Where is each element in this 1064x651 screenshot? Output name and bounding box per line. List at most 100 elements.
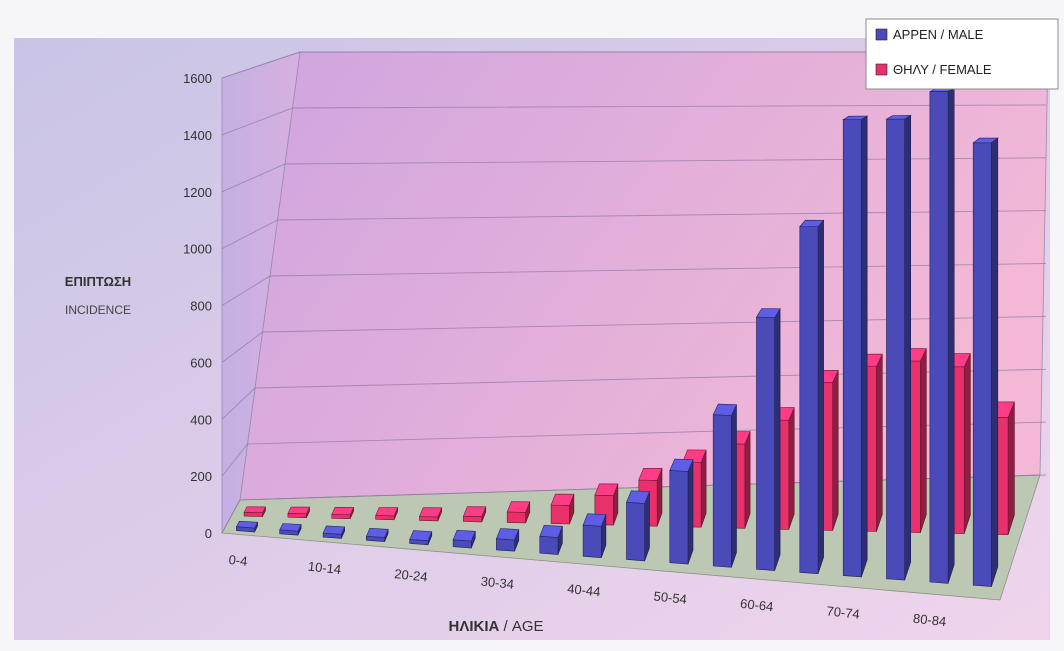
bar-top [409, 530, 433, 542]
bar-top [582, 513, 607, 527]
legend-label-female: ΘΗΛΥ / FEMALE [893, 62, 992, 77]
bar-female-10-14 [331, 506, 355, 520]
bar-male-40-44 [582, 513, 607, 559]
bar-front [799, 226, 819, 575]
bar-side [744, 431, 751, 529]
y-tick-label: 800 [190, 299, 212, 314]
y-tick-label: 0 [205, 526, 212, 541]
bar-male-25-29 [452, 529, 476, 549]
bar-side [861, 115, 868, 577]
bar-front [712, 414, 732, 568]
bar-front [669, 470, 689, 565]
bar-front [539, 535, 559, 555]
gridline [221, 104, 1047, 136]
bar-top [550, 493, 575, 506]
bar-top [885, 115, 912, 120]
bar-female-5-9 [287, 506, 311, 519]
bar-side [788, 407, 795, 530]
bar-top [365, 527, 389, 538]
gridline [221, 315, 1047, 363]
x-tick-label: 30-34 [480, 574, 515, 592]
bar-top [279, 523, 302, 532]
bar-front [506, 511, 526, 524]
bar-male-70-74 [842, 115, 869, 578]
bar-top [235, 520, 259, 529]
bar-male-10-14 [322, 525, 346, 539]
bar-male-55-59 [712, 403, 737, 568]
bar-side [687, 459, 694, 565]
bar-front [886, 118, 906, 581]
y-tick-label: 1600 [183, 71, 212, 86]
bar-top [287, 506, 311, 515]
bar-front [463, 515, 483, 523]
bar-female-30-34 [506, 501, 531, 524]
bar-side [1007, 401, 1015, 535]
bar-front [243, 511, 263, 517]
x-tick-label: 80-84 [912, 611, 947, 629]
x-tick-label: 20-24 [394, 566, 429, 584]
bar-female-25-29 [462, 506, 487, 523]
bar-top [331, 506, 355, 516]
bar-male-0-4 [235, 520, 259, 533]
bar-female-20-24 [419, 507, 443, 522]
y-tick-label: 600 [190, 355, 212, 370]
bar-top [419, 507, 443, 518]
y-axis-label-english: INCIDENCE [65, 303, 131, 317]
bar-top [539, 524, 563, 538]
bar-front [756, 316, 776, 571]
legend-swatch-male [875, 28, 888, 41]
bar-side [774, 307, 781, 571]
bar-top [495, 528, 520, 541]
y-tick-label: 400 [190, 412, 212, 427]
bar-top [712, 403, 737, 416]
bar-side [731, 404, 737, 568]
bar-side [991, 137, 999, 587]
bar-side [700, 449, 707, 528]
x-axis-label: ΗΛΙΚΙΑ / AGE [448, 618, 543, 635]
bar-front [550, 504, 570, 525]
bar-male-60-64 [755, 307, 781, 571]
bar-top [682, 449, 707, 463]
bar-top [755, 308, 781, 318]
bar-side [817, 219, 824, 574]
bar-front [419, 516, 439, 522]
bar-top [506, 501, 531, 513]
bar-male-80-84 [929, 87, 955, 584]
legend-swatch-female [875, 63, 888, 76]
bar-male-50-54 [669, 458, 694, 565]
bar-front [972, 142, 992, 587]
y-axis-label-greek: ΕΠΙΠΤΩΣΗ [65, 274, 131, 289]
gridline [221, 157, 1047, 193]
x-tick-label: 40-44 [567, 581, 602, 599]
bar-front [331, 514, 351, 520]
bar-female-0-4 [243, 506, 266, 517]
bar-side [904, 114, 912, 581]
bar-top [452, 529, 476, 542]
y-tick-label: 1200 [183, 185, 212, 200]
gridline [221, 210, 1047, 250]
x-tick-label: 0-4 [228, 552, 248, 569]
bar-side [876, 353, 883, 532]
bar-male-5-9 [279, 523, 302, 536]
bar-top [799, 219, 825, 228]
gridline [221, 263, 1047, 306]
bar-top [972, 137, 999, 144]
bar-front [496, 538, 515, 552]
legend-box [865, 18, 1059, 90]
bar-male-20-24 [409, 530, 433, 546]
gridline [221, 51, 1046, 79]
x-tick-label: 10-14 [307, 559, 342, 577]
bar-female-35-39 [550, 493, 575, 525]
x-tick-label: 50-54 [653, 588, 688, 606]
bar-male-45-49 [626, 490, 650, 562]
bar-front [842, 119, 862, 578]
x-axis-label-english: / AGE [499, 618, 543, 635]
bar-male-15-19 [365, 527, 389, 542]
bar-male-85+ [972, 137, 999, 587]
bar-front [626, 501, 646, 562]
bar-front [582, 524, 602, 559]
x-axis-label-greek: ΗΛΙΚΙΑ [448, 618, 499, 635]
x-tick-label: 70-74 [826, 603, 861, 621]
y-tick-label: 1000 [183, 242, 212, 257]
